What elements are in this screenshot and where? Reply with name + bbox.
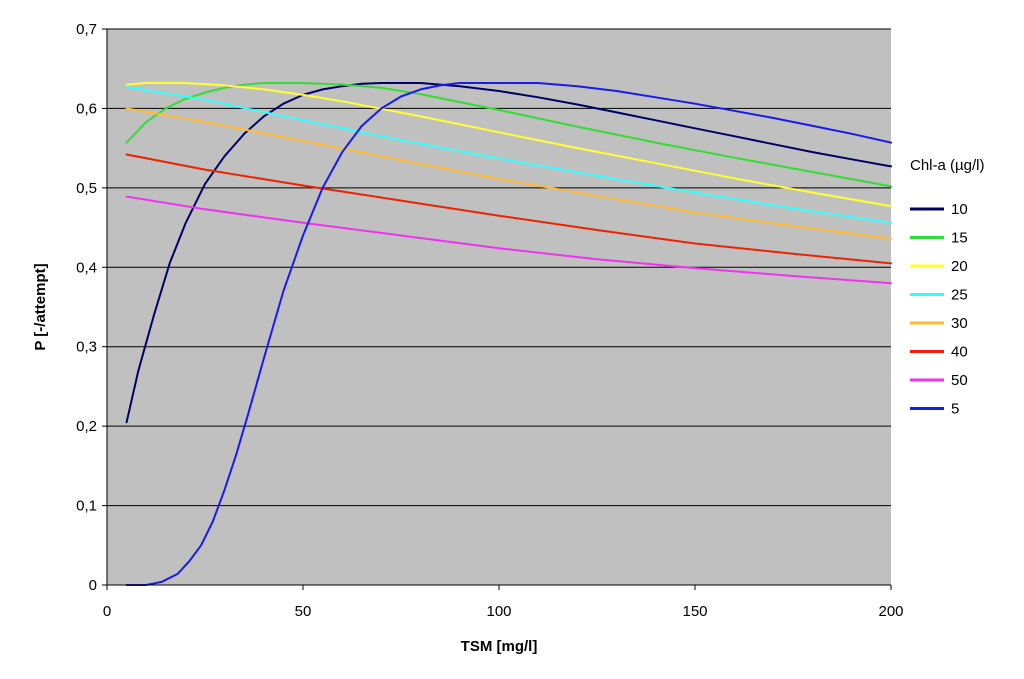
series-line-25 (125, 86, 892, 224)
legend-label-20: 20 (951, 258, 968, 275)
series-lines (125, 82, 892, 586)
series-line-40 (125, 153, 892, 265)
y-tick-label: 0 (89, 577, 97, 594)
y-tick-label: 0,6 (76, 100, 97, 117)
y-tick-label: 0,3 (76, 339, 97, 356)
y-tick-label: 0,1 (76, 498, 97, 515)
legend: Chl-a (µg/l) 10 15 20 25 30 40 50 5 (910, 157, 985, 418)
y-tick-label: 0,5 (76, 180, 97, 197)
grid-lines (107, 28, 891, 507)
x-ticks: 0 50 100 150 200 (103, 585, 904, 620)
legend-label-50: 50 (951, 372, 968, 389)
x-tick-label: 100 (486, 603, 511, 620)
y-tick-label: 0,7 (76, 21, 97, 38)
legend-label-30: 30 (951, 315, 968, 332)
y-tick-label: 0,4 (76, 259, 97, 276)
x-tick-label: 150 (682, 603, 707, 620)
legend-label-5: 5 (951, 401, 959, 418)
legend-label-40: 40 (951, 344, 968, 361)
series-line-10 (125, 82, 892, 424)
legend-label-10: 10 (951, 201, 968, 218)
series-line-30 (125, 107, 892, 240)
series-line-5 (125, 82, 892, 586)
y-tick-label: 0,2 (76, 418, 97, 435)
y-axis-title: P [-/attempt] (32, 263, 49, 350)
x-tick-label: 0 (103, 603, 111, 620)
x-tick-label: 50 (295, 603, 312, 620)
y-ticks: 0 0,1 0,2 0,3 0,4 0,5 0,6 0,7 (76, 21, 107, 594)
plot-area-background (107, 29, 891, 585)
legend-label-25: 25 (951, 287, 968, 304)
legend-title: Chl-a (µg/l) (910, 157, 985, 174)
legend-label-15: 15 (951, 230, 968, 247)
series-line-50 (125, 195, 892, 285)
x-tick-label: 200 (878, 603, 903, 620)
x-axis-title: TSM [mg/l] (461, 638, 538, 655)
